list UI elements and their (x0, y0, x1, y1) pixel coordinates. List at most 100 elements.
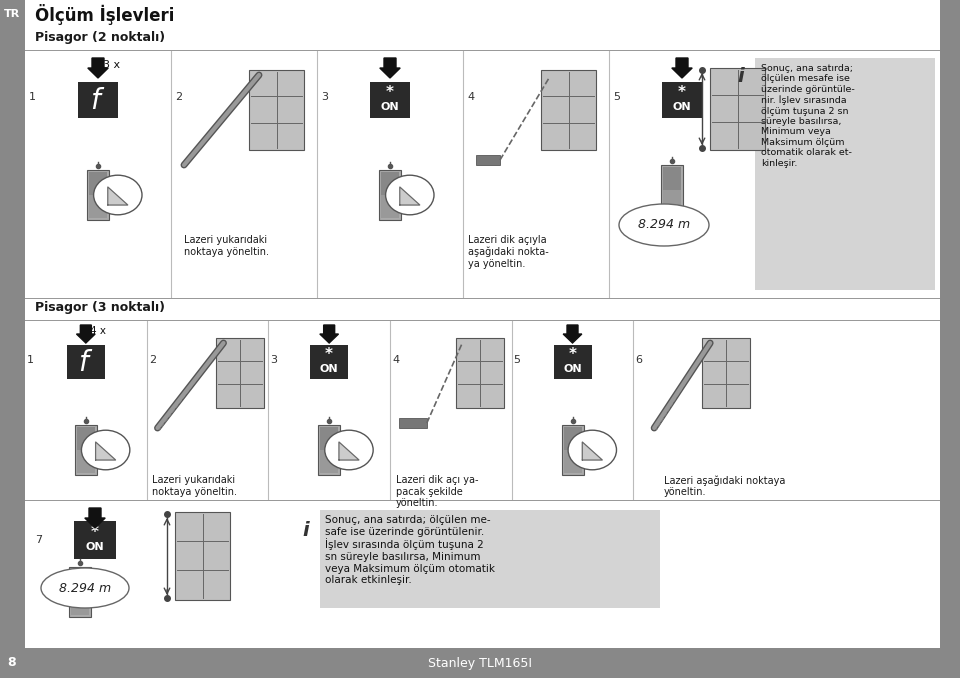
Text: 8: 8 (8, 656, 16, 669)
Text: 8.294 m: 8.294 m (59, 582, 111, 595)
Bar (25, 50, 940, 298)
Text: i: i (302, 521, 309, 540)
Bar (562, 425, 584, 475)
Ellipse shape (324, 431, 373, 470)
Text: 2: 2 (175, 92, 182, 102)
Text: ON: ON (85, 542, 105, 552)
Polygon shape (380, 58, 400, 78)
Polygon shape (320, 325, 339, 343)
Bar (87, 170, 109, 220)
Bar (663, 167, 681, 189)
Bar (554, 345, 591, 379)
Bar (25, 500, 940, 618)
Polygon shape (77, 325, 95, 343)
Text: 5: 5 (613, 92, 620, 102)
Bar (25, 298, 940, 320)
Text: Pisagor (2 noktalı): Pisagor (2 noktalı) (35, 31, 165, 44)
Bar (564, 450, 582, 473)
Bar (661, 165, 683, 215)
Ellipse shape (93, 175, 142, 215)
Text: i: i (737, 66, 744, 85)
Text: Lazeri dik açıyla
aşağıdaki nokta-
ya yöneltin.: Lazeri dik açıyla aşağıdaki nokta- ya yö… (468, 235, 549, 268)
Bar (0, 648, 960, 678)
Ellipse shape (41, 568, 129, 608)
Polygon shape (339, 442, 359, 460)
Bar (77, 450, 95, 473)
Bar (663, 190, 681, 212)
Text: *: * (91, 525, 99, 540)
Bar (456, 338, 504, 408)
Bar (398, 418, 427, 428)
Bar (25, 298, 940, 299)
Bar (249, 70, 304, 150)
Bar (541, 70, 596, 150)
Bar (25, 500, 940, 501)
Text: *: * (568, 348, 577, 363)
Bar (318, 425, 340, 475)
Bar (940, 0, 960, 678)
Bar (25, 28, 940, 50)
Ellipse shape (386, 175, 434, 215)
Text: Pisagor (3 noktalı): Pisagor (3 noktalı) (35, 301, 165, 314)
Bar (89, 172, 107, 195)
Text: ON: ON (320, 364, 339, 374)
Polygon shape (564, 325, 582, 343)
Text: 3: 3 (321, 92, 328, 102)
Ellipse shape (568, 431, 616, 470)
Text: TR: TR (4, 9, 20, 19)
Bar (71, 569, 89, 591)
Bar (381, 172, 399, 195)
Bar (0, 0, 25, 678)
Bar (78, 82, 118, 118)
Bar (321, 450, 338, 473)
Ellipse shape (619, 204, 709, 246)
Text: 2: 2 (149, 355, 156, 365)
Text: Lazeri aşağıdaki noktaya
yöneltin.: Lazeri aşağıdaki noktaya yöneltin. (664, 475, 785, 497)
Text: $f$: $f$ (90, 87, 106, 115)
Polygon shape (672, 58, 692, 78)
Text: 4: 4 (392, 355, 399, 365)
Text: *: * (325, 348, 333, 363)
Text: $f$: $f$ (78, 349, 93, 377)
Polygon shape (96, 442, 115, 460)
Text: Stanley TLM165I: Stanley TLM165I (428, 656, 532, 669)
Text: Lazeri yukarıdaki
noktaya yöneltin.: Lazeri yukarıdaki noktaya yöneltin. (184, 235, 269, 256)
Text: 6: 6 (636, 355, 642, 365)
Bar (476, 155, 500, 165)
Bar (755, 58, 935, 290)
Polygon shape (108, 187, 128, 205)
Bar (25, 320, 940, 500)
Bar (75, 425, 97, 475)
Text: 1: 1 (29, 92, 36, 102)
Text: 1: 1 (27, 355, 34, 365)
Bar (175, 512, 230, 600)
Text: 3 x: 3 x (103, 60, 120, 70)
Text: Sonuç, ana satırda; ölçülen me-
safe ise üzerinde görüntülenir.
İşlev sırasında : Sonuç, ana satırda; ölçülen me- safe ise… (325, 515, 495, 585)
Text: ON: ON (564, 364, 582, 374)
Bar (25, 0, 940, 28)
Bar (310, 345, 348, 379)
Text: 4: 4 (467, 92, 474, 102)
Text: Sonuç, ana satırda;
ölçülen mesafe ise
üzerinde görüntüle-
nir. İşlev sırasında
: Sonuç, ana satırda; ölçülen mesafe ise ü… (761, 64, 854, 167)
Bar (77, 427, 95, 450)
Polygon shape (87, 58, 108, 78)
Bar (662, 82, 702, 118)
Text: 3: 3 (271, 355, 277, 365)
Bar (320, 510, 660, 608)
Bar (25, 50, 940, 51)
Ellipse shape (82, 431, 130, 470)
Polygon shape (399, 187, 420, 205)
Text: ON: ON (673, 102, 691, 112)
Bar (564, 427, 582, 450)
Text: 8.294 m: 8.294 m (638, 218, 690, 231)
Bar (67, 345, 105, 379)
Text: 4 x: 4 x (90, 326, 106, 336)
Text: 5: 5 (514, 355, 520, 365)
Text: Ölçüm İşlevleri: Ölçüm İşlevleri (35, 4, 175, 25)
Bar (69, 567, 91, 617)
Bar (89, 195, 107, 218)
Text: ON: ON (381, 102, 399, 112)
Text: *: * (678, 85, 686, 100)
Text: 7: 7 (35, 535, 42, 545)
Bar (215, 338, 263, 408)
